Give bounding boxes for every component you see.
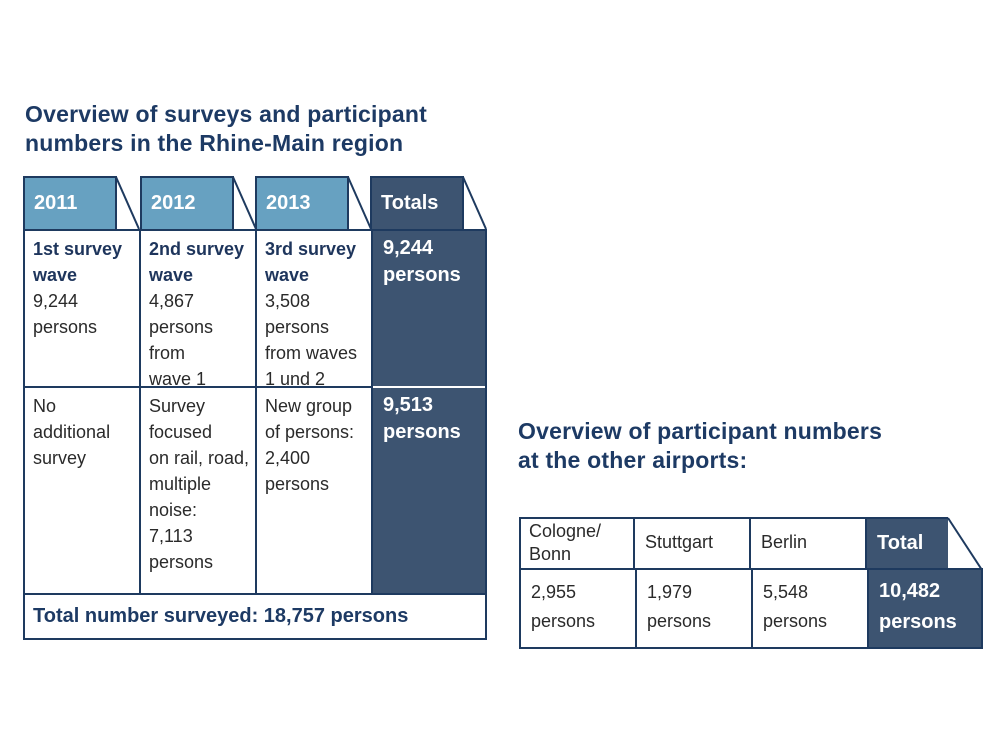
column-divider <box>867 570 869 647</box>
cell-strong-text: 1st survey wave <box>33 239 123 285</box>
cell-2013-row2: New group of persons: 2,400 persons <box>257 388 371 593</box>
footer-divider <box>25 593 485 595</box>
grand-total-row: Total number surveyed: 18,757 persons <box>33 605 409 627</box>
airports-table-header: Cologne/ Bonn Stuttgart Berlin Total <box>519 517 983 571</box>
column-header-label: 2011 <box>34 192 78 214</box>
column-header-stuttgart: Stuttgart <box>645 532 714 552</box>
cell-body-text: 3,508 persons from waves 1 und 2 <box>265 291 358 389</box>
column-header-cologne-bonn: Cologne/ Bonn <box>529 520 602 564</box>
folder-tab-shape <box>140 176 257 230</box>
totals-column-background <box>373 231 485 593</box>
cell-stuttgart: 1,979 persons <box>647 582 712 631</box>
column-divider <box>371 231 373 593</box>
cell-berlin: 5,548 persons <box>763 582 828 631</box>
cell-body-text: 9,244 persons <box>33 291 98 337</box>
cell-2011-row1: 1st survey wave 9,244 persons <box>25 231 139 386</box>
airports-table-body: 2,955 persons 1,979 persons 5,548 person… <box>519 568 983 649</box>
column-divider <box>139 231 141 593</box>
cell-body-text: Survey focused on rail, road, multiple n… <box>149 396 250 572</box>
right-section-title: Overview of participant numbers at the o… <box>518 418 883 473</box>
row-divider <box>25 386 373 388</box>
cell-total: 10,482 persons <box>879 580 957 633</box>
total-column-background <box>869 570 981 647</box>
folder-tab-shape <box>255 176 372 230</box>
column-header-berlin: Berlin <box>761 532 808 552</box>
cell-totals-row2: 9,513 persons <box>383 394 461 443</box>
column-header-2012: 2012 <box>140 176 257 230</box>
cell-2012-row2: Survey focused on rail, road, multiple n… <box>141 388 255 593</box>
cell-body-text: No additional survey <box>33 396 111 468</box>
column-header-totals: Totals <box>370 176 487 230</box>
cell-cologne-bonn: 2,955 persons <box>531 582 596 631</box>
column-header-label: Totals <box>381 192 439 214</box>
column-divider <box>751 570 753 647</box>
column-header-label: 2013 <box>266 192 311 214</box>
folder-tab-shape <box>370 176 487 230</box>
other-airports-table: Cologne/ Bonn Stuttgart Berlin Total 2,9… <box>519 517 983 649</box>
table-body: 1st survey wave 9,244 persons 2nd survey … <box>23 229 487 640</box>
column-divider <box>635 570 637 647</box>
cell-body-text: New group of persons: 2,400 persons <box>265 396 355 494</box>
cell-2011-row2: No additional survey <box>25 388 139 593</box>
folder-tab-shape <box>23 176 140 230</box>
rhine-main-survey-table: 2011 2012 2013 Totals <box>23 176 487 640</box>
header-grid-shape <box>519 517 983 571</box>
cell-strong-text: 2nd survey wave <box>149 239 245 285</box>
column-divider <box>255 231 257 593</box>
column-header-2013: 2013 <box>255 176 372 230</box>
cell-totals-row1: 9,244 persons <box>383 237 461 286</box>
left-section-title: Overview of surveys and participant numb… <box>25 101 427 156</box>
cell-body-text: 4,867 persons from wave 1 <box>149 291 214 389</box>
column-header-total: Total <box>877 532 924 554</box>
totals-row-divider <box>373 386 485 388</box>
column-header-2011: 2011 <box>23 176 140 230</box>
cell-2013-row1: 3rd survey wave 3,508 persons from waves … <box>257 231 371 389</box>
cell-2012-row1: 2nd survey wave 4,867 persons from wave 1 <box>141 231 255 389</box>
cell-strong-text: 3rd survey wave <box>265 239 357 285</box>
column-header-label: 2012 <box>151 192 196 214</box>
